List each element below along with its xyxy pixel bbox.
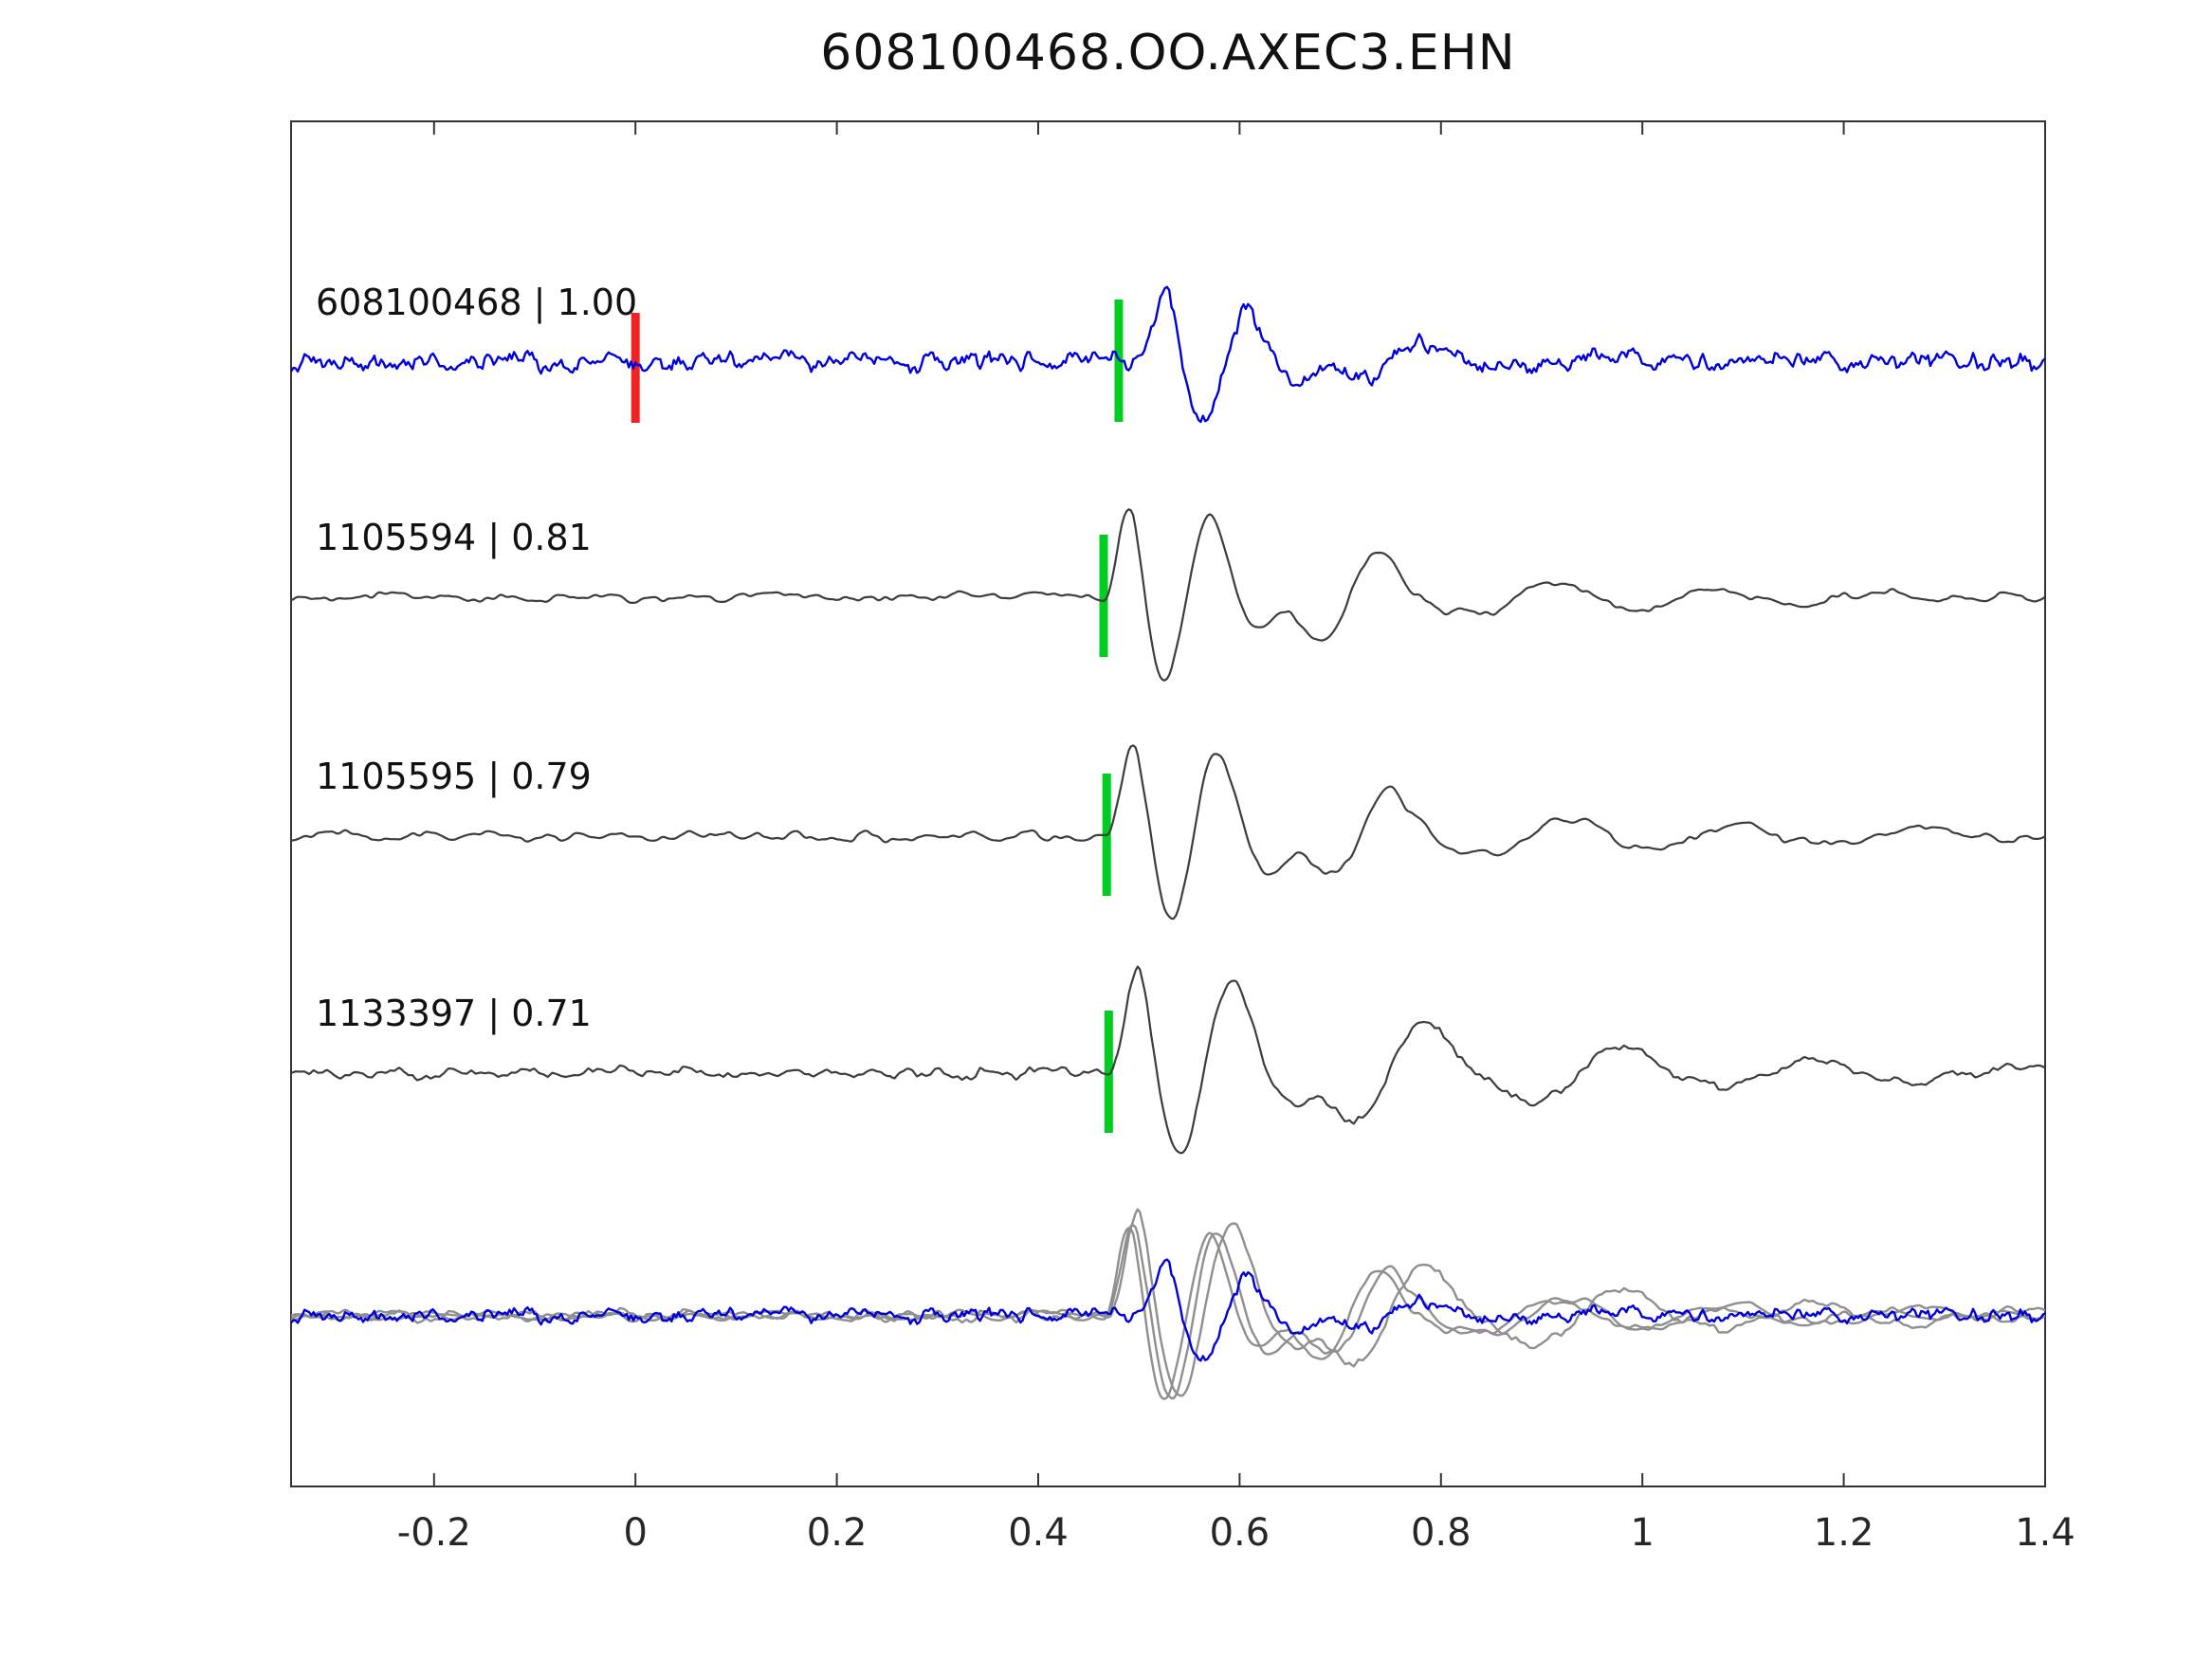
x-tick-label: -0.2 <box>397 1511 471 1555</box>
trace-label-608100468: 608100468 | 1.00 <box>316 282 637 324</box>
trace-label-1105595: 1105595 | 0.79 <box>316 756 592 798</box>
trace-1133397 <box>291 965 2045 1155</box>
plot-border <box>290 120 2046 1487</box>
x-tick-label: 1.2 <box>1814 1511 1874 1555</box>
trace-layer <box>291 285 2045 1400</box>
trace-label-1133397: 1133397 | 0.71 <box>316 993 592 1035</box>
trace-1105595 <box>291 744 2045 921</box>
trace-label-1105594: 1105594 | 0.81 <box>316 517 592 559</box>
overlay-trace-608100468 <box>291 1258 2045 1362</box>
marker-layer <box>631 300 1124 1133</box>
overlay-trace-1105595 <box>291 1224 2045 1400</box>
overlay-trace-1133397 <box>291 1208 2045 1397</box>
x-tick-label: 0 <box>623 1511 647 1555</box>
x-tick-label: 1 <box>1630 1511 1654 1555</box>
x-tick-label: 0.4 <box>1008 1511 1069 1555</box>
x-tick-label: 0.8 <box>1411 1511 1472 1555</box>
chart-title: 608100468.OO.AXEC3.EHN <box>820 25 1516 82</box>
trace-608100468 <box>291 285 2045 424</box>
x-tick-label: 0.2 <box>807 1511 868 1555</box>
trace-1105594 <box>291 508 2045 682</box>
x-tick-label: 0.6 <box>1210 1511 1271 1555</box>
x-tick-label: 1.4 <box>2015 1511 2075 1555</box>
